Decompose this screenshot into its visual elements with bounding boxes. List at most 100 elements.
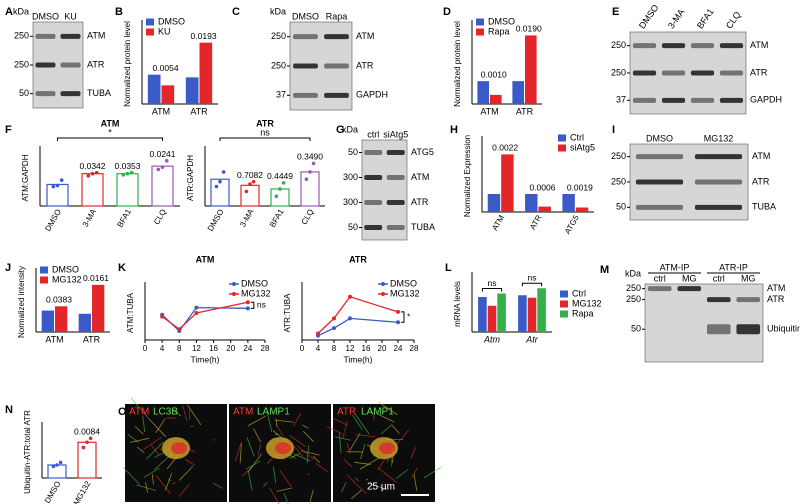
data-point — [81, 445, 86, 450]
data-point — [164, 158, 169, 163]
bar — [538, 206, 551, 212]
p-value: 0.0084 — [74, 427, 100, 437]
blot-band — [661, 43, 686, 49]
line-series — [317, 317, 399, 337]
neurite — [346, 474, 367, 495]
neurite — [136, 484, 157, 491]
blot-band — [386, 150, 405, 155]
data-point — [121, 172, 126, 177]
legend-label: Rapa — [488, 26, 510, 36]
legend-swatch — [146, 28, 154, 36]
legend-label: Ctrl — [572, 288, 586, 298]
data-point — [281, 181, 286, 185]
data-point — [304, 177, 309, 182]
blot-band — [706, 324, 731, 335]
neurite — [377, 467, 397, 483]
lane-label: CLQ — [724, 10, 743, 31]
blot-band — [706, 297, 731, 303]
x-tick-label: DMSO — [43, 208, 63, 233]
x-tick-label: 8 — [177, 344, 182, 353]
blot-band — [719, 70, 744, 76]
significance-bracket — [521, 282, 543, 287]
band-label: ATM — [750, 40, 768, 50]
cell-body — [275, 442, 291, 455]
blot-band — [635, 179, 684, 185]
neurite — [354, 461, 371, 465]
kda-marker: 250 — [14, 59, 29, 69]
lane-label: ctrl — [654, 273, 666, 283]
legend-swatch — [560, 310, 568, 318]
data-point — [129, 170, 134, 175]
panel-label: N — [5, 404, 13, 416]
neurite — [246, 436, 255, 457]
data-point — [88, 436, 93, 441]
x-tick-label: 28 — [410, 344, 419, 353]
bar — [55, 306, 68, 332]
x-tick-label: DMSO — [43, 480, 63, 504]
kda-marker: 250 — [626, 283, 641, 293]
neurite — [276, 487, 292, 492]
neurite — [334, 436, 351, 441]
band-label: TUBA — [752, 202, 776, 212]
blot-band — [635, 204, 684, 210]
neurite — [413, 474, 418, 491]
x-tick-label: ATM — [45, 334, 63, 344]
bar — [116, 173, 139, 207]
x-tick-label: ATM — [480, 106, 498, 116]
data-point — [248, 182, 252, 186]
bar — [199, 42, 213, 104]
micrograph — [122, 397, 227, 502]
blot-band — [35, 62, 56, 68]
x-tick-label: ATM — [490, 213, 506, 232]
line-marker — [348, 316, 352, 321]
stain-label: LAMP1 — [361, 407, 394, 418]
line-marker — [194, 305, 199, 310]
significance-bracket — [401, 311, 405, 323]
legend-swatch — [40, 276, 48, 284]
neurite — [151, 445, 160, 456]
x-tick-label: 24 — [394, 344, 403, 353]
neurite — [272, 466, 277, 484]
legend-label: MG132 — [572, 298, 602, 308]
bar — [92, 284, 105, 332]
line-marker — [245, 306, 250, 311]
p-value: 0.4449 — [267, 171, 293, 181]
p-value: 0.7082 — [237, 170, 263, 180]
blot-band — [647, 286, 672, 292]
bar — [518, 295, 527, 332]
data-point — [55, 463, 59, 467]
data-point — [51, 184, 56, 189]
bar — [490, 94, 502, 104]
blot-band — [694, 154, 743, 160]
neurite — [373, 410, 375, 422]
neurite — [391, 425, 400, 435]
neurite — [423, 466, 442, 479]
panel-label: K — [118, 262, 126, 274]
blot-membrane — [644, 283, 764, 363]
legend-label: DMSO — [390, 278, 417, 288]
legend-label: MG132 — [390, 288, 420, 298]
panel-label: J — [5, 262, 11, 274]
neurite — [147, 417, 167, 438]
line-marker — [396, 309, 400, 314]
cell-body — [171, 442, 187, 455]
neurite — [352, 414, 363, 430]
chart-title: ATR — [256, 118, 274, 128]
neurite — [178, 466, 194, 481]
neurite — [172, 482, 176, 485]
group-label: ATR-IP — [719, 262, 748, 272]
p-value: 0.0353 — [115, 161, 141, 171]
data-point — [251, 179, 256, 184]
panel-label: B — [115, 6, 123, 18]
neurite — [338, 433, 342, 454]
x-tick-label: 28 — [261, 344, 270, 353]
blot-band — [719, 43, 744, 49]
neurite — [155, 417, 166, 434]
legend-label: DMSO — [158, 16, 185, 26]
legend-label: MG132 — [241, 288, 271, 298]
legend-swatch — [558, 144, 566, 152]
bar — [487, 194, 501, 212]
x-tick-label: 12 — [346, 344, 355, 353]
